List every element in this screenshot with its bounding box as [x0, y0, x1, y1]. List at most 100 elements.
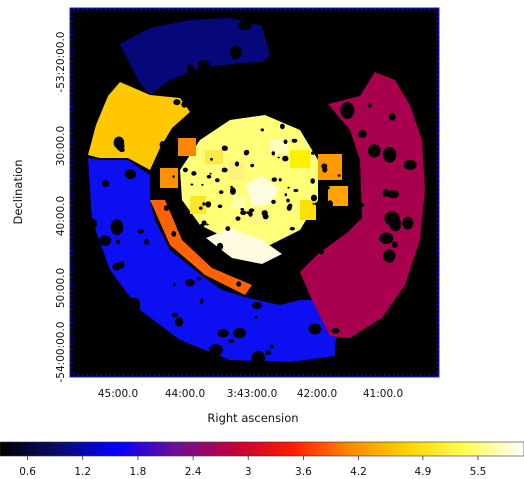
masked-source-33 [217, 204, 223, 209]
masked-source-77 [312, 203, 315, 205]
y-tick-label-0: -53:20:00.0 [55, 32, 67, 93]
heatmap-regions [88, 18, 425, 362]
mosaic-tile-10 [160, 168, 178, 188]
masked-source-43 [338, 59, 346, 69]
masked-source-169 [201, 220, 207, 226]
masked-source-88 [275, 40, 284, 51]
masked-source-156 [340, 102, 355, 119]
masked-source-155 [238, 71, 247, 80]
masked-source-97 [260, 128, 264, 132]
masked-source-142 [207, 256, 212, 260]
masked-source-59 [183, 76, 188, 81]
masked-source-129 [379, 232, 394, 245]
masked-source-86 [128, 297, 141, 312]
masked-source-18 [172, 283, 176, 287]
masked-source-117 [99, 235, 112, 246]
masked-source-94 [181, 224, 184, 226]
masked-source-0 [199, 223, 205, 230]
masked-source-68 [278, 178, 282, 182]
y-tick-label-4: -54:00:00.0 [55, 322, 67, 383]
masked-source-28 [300, 260, 303, 262]
masked-source-70 [173, 156, 179, 162]
masked-source-35 [314, 235, 318, 239]
masked-source-123 [319, 249, 324, 255]
masked-source-80 [230, 45, 242, 60]
masked-source-38 [267, 279, 271, 283]
masked-source-41 [124, 169, 137, 180]
colorbar-tick-label-2: 1.8 [130, 466, 147, 478]
masked-source-100 [209, 172, 212, 175]
x-tick-label-1: 44:00.0 [165, 388, 205, 400]
masked-source-37 [233, 327, 246, 339]
masked-source-31 [352, 190, 358, 196]
masked-source-83 [205, 114, 208, 117]
masked-source-63 [383, 249, 396, 263]
colorbar-tick-label-8: 5.5 [470, 466, 487, 478]
x-axis-title: Right ascension [207, 411, 298, 425]
y-tick-label-2: 40:00.0 [55, 196, 67, 236]
masked-source-78 [179, 131, 183, 135]
x-tick-label-3: 42:00.0 [297, 388, 337, 400]
masked-source-62 [404, 159, 417, 171]
y-tick-label-3: 50:00.0 [55, 268, 67, 308]
x-tick-label-2: 3:43:00.0 [227, 388, 278, 400]
masked-source-30 [171, 312, 179, 318]
masked-source-133 [113, 136, 125, 149]
masked-source-107 [167, 156, 171, 161]
masked-source-109 [159, 141, 166, 149]
frame-minor-ticks [70, 8, 439, 377]
masked-source-13 [199, 206, 203, 210]
masked-source-150 [173, 99, 181, 106]
masked-source-166 [209, 344, 223, 356]
masked-source-72 [172, 175, 175, 179]
masked-source-27 [391, 241, 398, 248]
masked-source-52 [200, 247, 206, 253]
masked-source-99 [234, 161, 240, 167]
mosaic-tile-6 [232, 196, 246, 208]
masked-source-134 [367, 103, 372, 108]
masked-source-84 [282, 155, 289, 162]
colorbar-tick-label-7: 4.9 [415, 466, 432, 478]
masked-source-5 [311, 118, 317, 123]
plot-frame [69, 7, 440, 378]
masked-source-14 [331, 328, 340, 334]
x-tick-label-4: 41:00.0 [363, 388, 403, 400]
mosaic-tile-11 [178, 138, 196, 156]
middle-ring-dark-patch [150, 200, 252, 295]
mosaic-tile-2 [290, 150, 310, 168]
colorbar-tick-label-5: 3.6 [295, 466, 312, 478]
masked-source-55 [389, 112, 396, 121]
masked-source-11 [217, 329, 229, 338]
y-axis: -53:20:00.0 30:00.0 40:00.0 50:00.0 -54:… [11, 32, 67, 383]
masked-source-79 [349, 49, 363, 63]
colorbar-tick-label-6: 4.2 [350, 466, 367, 478]
masked-source-25 [199, 299, 204, 304]
masked-source-87 [289, 226, 295, 231]
masked-source-1 [144, 238, 150, 245]
masked-source-135 [215, 178, 220, 183]
masked-source-24 [351, 148, 357, 155]
outer-southeast-segment [88, 158, 336, 362]
masked-source-125 [240, 207, 244, 211]
masked-source-141 [202, 202, 206, 206]
masked-source-148 [237, 20, 252, 31]
masked-source-46 [349, 210, 355, 216]
masked-source-19 [284, 279, 290, 284]
x-axis: 45:00.0 44:00.0 3:43:00.0 42:00.0 41:00.… [98, 388, 403, 425]
masked-source-118 [218, 190, 224, 195]
masked-source-105 [101, 180, 110, 187]
masked-source-147 [358, 130, 367, 138]
colorbar-tick-label-1: 1.2 [74, 466, 91, 478]
masked-source-127 [175, 317, 184, 327]
masked-source-95 [367, 144, 381, 158]
masked-source-151 [224, 71, 237, 84]
masked-source-114 [221, 145, 228, 151]
masked-source-21 [192, 95, 196, 99]
masked-source-167 [287, 186, 290, 189]
masked-source-130 [225, 226, 231, 231]
masked-source-145 [254, 315, 258, 319]
masked-source-12 [235, 216, 241, 221]
masked-source-40 [277, 156, 281, 159]
masked-source-112 [284, 193, 288, 197]
